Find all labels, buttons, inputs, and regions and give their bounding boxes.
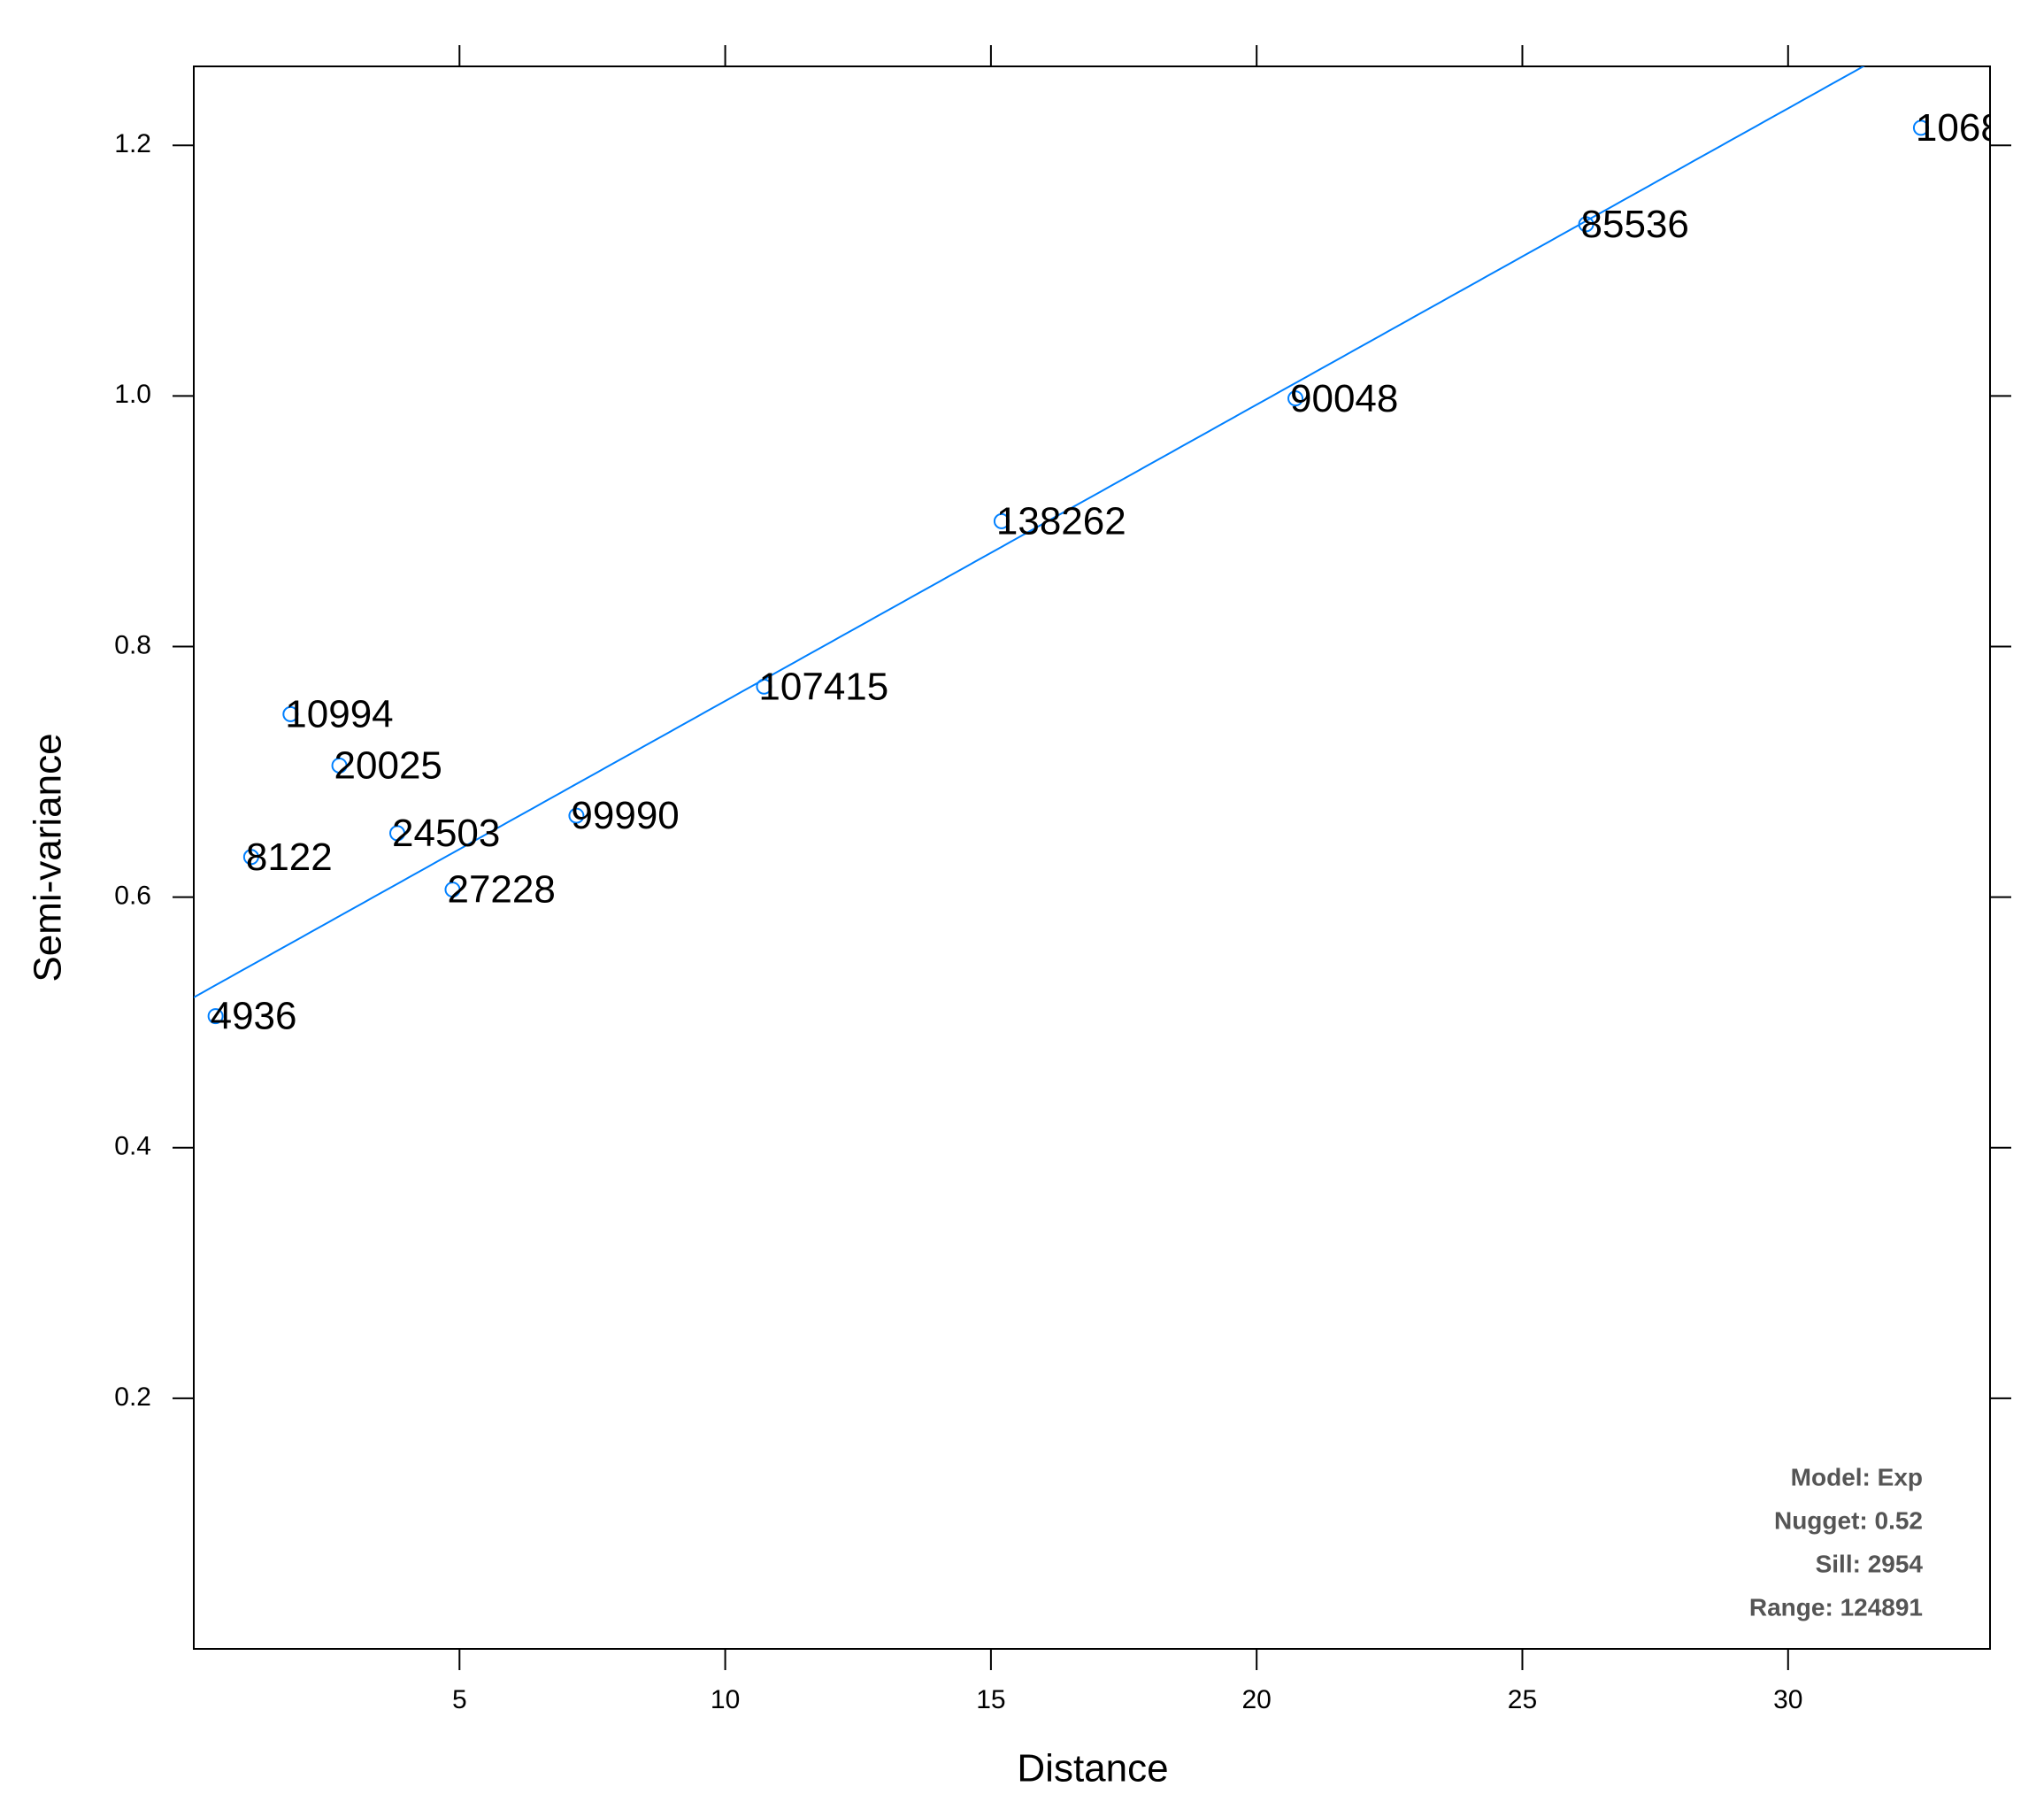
point-label: 27228 — [447, 868, 555, 912]
y-tick-label: 1.2 — [114, 129, 151, 158]
x-axis-title: Distance — [1017, 1747, 1168, 1790]
point-label: 20025 — [334, 744, 442, 788]
point — [331, 757, 348, 774]
x-tick-label: 25 — [1508, 1685, 1537, 1714]
fit-annotation: Range: 124891 — [1749, 1593, 1923, 1621]
fit-annotation: Model: Exp — [1791, 1463, 1923, 1490]
point-label: 1068 — [1916, 106, 2002, 150]
fit-line — [194, 66, 1865, 998]
point — [444, 882, 461, 898]
point — [1912, 119, 1929, 136]
x-tick-label: 30 — [1773, 1685, 1802, 1714]
y-tick-label: 0.4 — [114, 1132, 151, 1161]
x-tick-label: 5 — [452, 1685, 467, 1714]
point — [756, 678, 772, 695]
point — [207, 1008, 224, 1025]
point-label: 90048 — [1290, 377, 1398, 420]
point — [993, 512, 1010, 529]
point-label: 4936 — [211, 995, 297, 1038]
point-label: 8122 — [246, 836, 333, 879]
y-axis-title: Semi-variance — [27, 733, 70, 982]
point-label: 24503 — [392, 812, 500, 855]
point-label: 85536 — [1581, 203, 1689, 246]
point-label: 107415 — [758, 665, 888, 708]
fit-annotation: Nugget: 0.52 — [1774, 1506, 1923, 1534]
fit-annotation: Sill: 2954 — [1816, 1550, 1924, 1577]
point — [568, 807, 585, 824]
plot-frame — [193, 65, 1991, 1650]
point — [389, 825, 406, 842]
point — [282, 705, 299, 722]
y-tick-label: 0.8 — [114, 630, 151, 659]
x-tick-label: 10 — [711, 1685, 740, 1714]
y-tick-label: 1.0 — [114, 380, 151, 409]
x-tick-label: 20 — [1241, 1685, 1271, 1714]
y-tick-label: 0.6 — [114, 882, 151, 911]
x-tick-label: 15 — [976, 1685, 1005, 1714]
point — [1578, 216, 1594, 233]
point — [1287, 390, 1304, 407]
y-tick-label: 0.2 — [114, 1382, 151, 1412]
point — [242, 849, 259, 866]
point-label: 10994 — [285, 693, 393, 736]
point-label: 99990 — [571, 794, 679, 837]
plot-area: 4936 8122 10994 20025 24503 27228 99990 107415 1… — [194, 66, 2002, 1038]
point-label: 138262 — [996, 500, 1126, 543]
